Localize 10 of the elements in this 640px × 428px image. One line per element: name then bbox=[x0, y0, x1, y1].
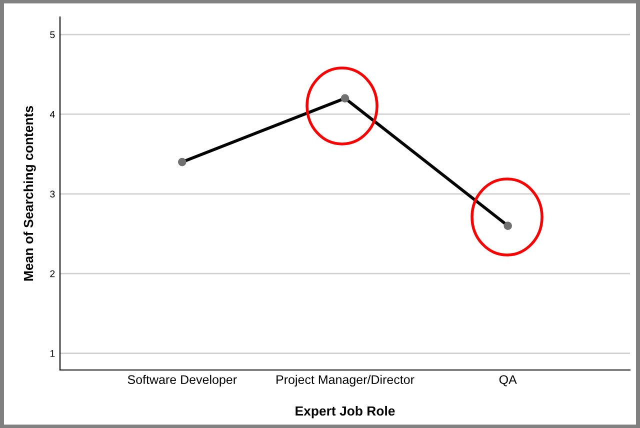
y-tick-label: 2 bbox=[50, 270, 55, 278]
y-tick-label: 5 bbox=[50, 31, 55, 38]
y-tick-label: 1 bbox=[50, 350, 55, 357]
y-tick-label: 4 bbox=[50, 111, 55, 118]
x-tick-label: Software Developer bbox=[128, 374, 237, 387]
x-tick-label: Project Manager/Director bbox=[276, 374, 414, 387]
x-tick-label: QA bbox=[499, 375, 517, 386]
x-axis-title: Expert Job Role bbox=[296, 406, 395, 418]
y-tick-label: 3 bbox=[50, 190, 55, 198]
y-axis-title: Mean of Searching contents bbox=[23, 106, 36, 281]
